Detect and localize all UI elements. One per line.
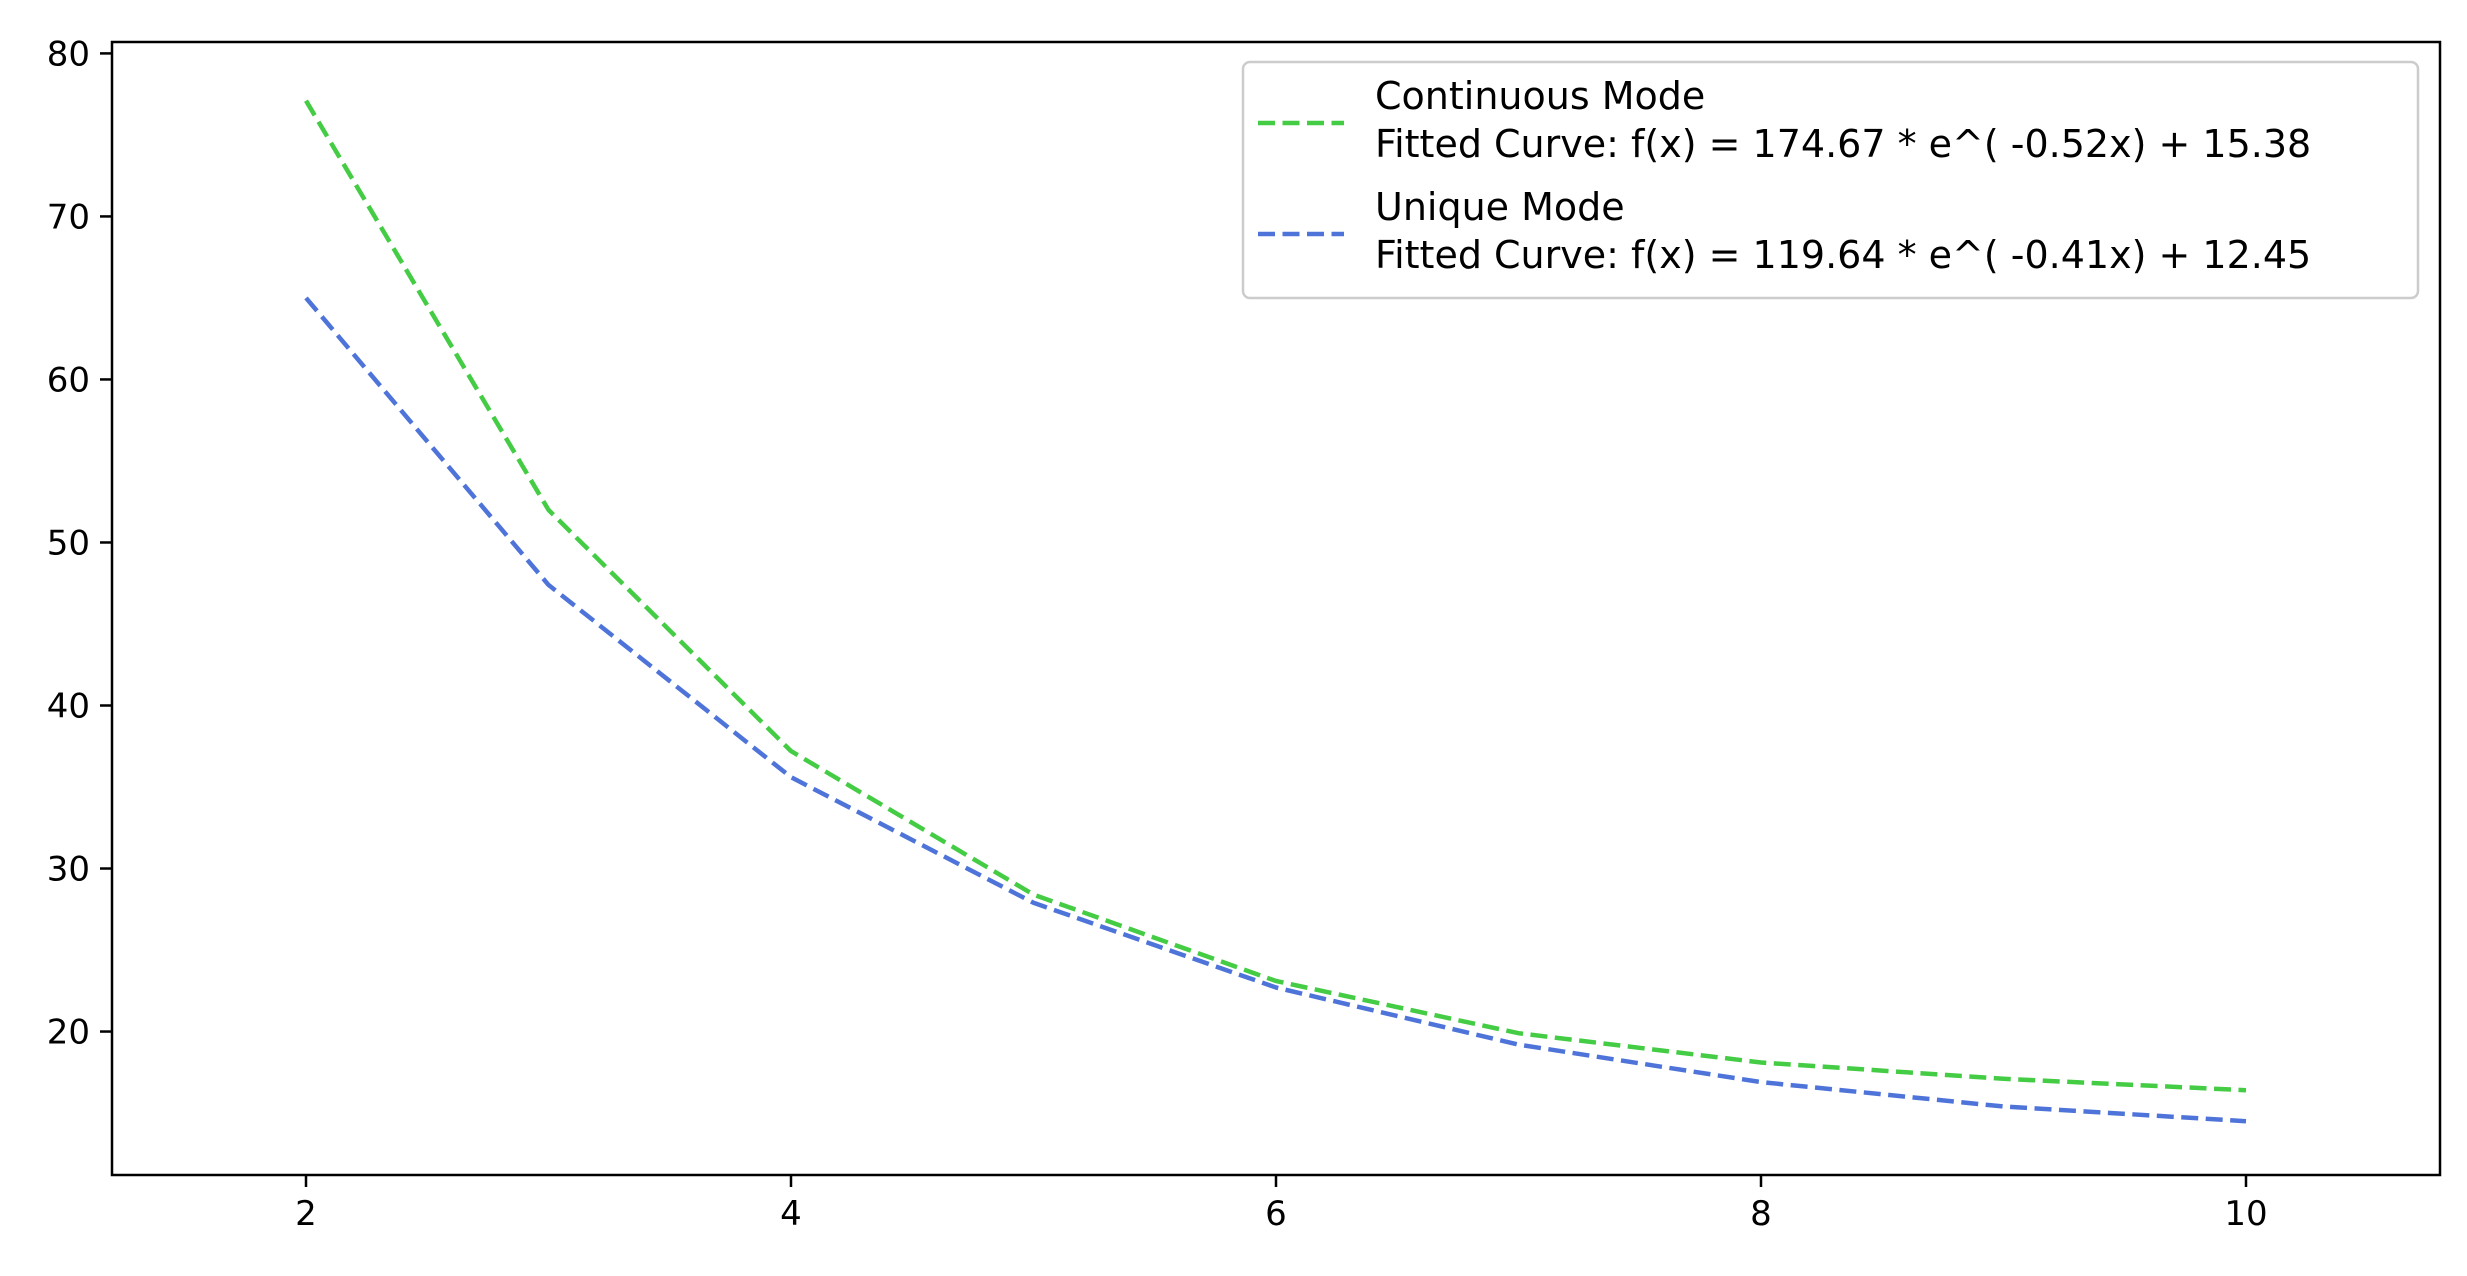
x-tick-label: 6 xyxy=(1265,1194,1287,1234)
y-tick-label: 80 xyxy=(47,34,90,74)
legend-label: Fitted Curve: f(x) = 174.67 * e^( -0.52x… xyxy=(1375,122,2311,166)
series-line-1 xyxy=(304,99,2247,1093)
x-tick-label: 2 xyxy=(295,1194,317,1234)
series-line-2 xyxy=(304,296,2247,1124)
series-layer xyxy=(304,99,2247,1124)
x-axis: 2 4 6 8 10 xyxy=(295,1175,2268,1234)
legend-label: Unique Mode xyxy=(1375,185,1625,229)
x-tick-label: 4 xyxy=(780,1194,802,1234)
y-axis: 20 30 40 50 60 70 80 xyxy=(47,34,112,1053)
legend-label: Fitted Curve: f(x) = 119.64 * e^( -0.41x… xyxy=(1375,233,2311,277)
legend-label: Continuous Mode xyxy=(1375,74,1705,118)
x-tick-label: 10 xyxy=(2224,1194,2267,1234)
y-tick-label: 40 xyxy=(47,686,90,726)
legend-box xyxy=(1241,60,2420,300)
y-tick-label: 20 xyxy=(47,1013,90,1053)
x-tick-label: 8 xyxy=(1750,1194,1772,1234)
y-tick-label: 30 xyxy=(47,850,90,890)
y-tick-label: 50 xyxy=(47,523,90,563)
y-tick-label: 70 xyxy=(47,197,90,237)
y-tick-label: 60 xyxy=(47,360,90,400)
